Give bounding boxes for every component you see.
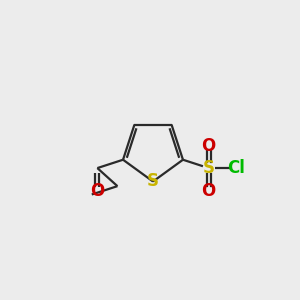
Text: S: S xyxy=(147,172,159,190)
Text: O: O xyxy=(202,136,216,154)
Text: O: O xyxy=(90,182,104,200)
Text: O: O xyxy=(202,182,216,200)
Text: S: S xyxy=(202,159,214,177)
Text: Cl: Cl xyxy=(227,159,245,177)
